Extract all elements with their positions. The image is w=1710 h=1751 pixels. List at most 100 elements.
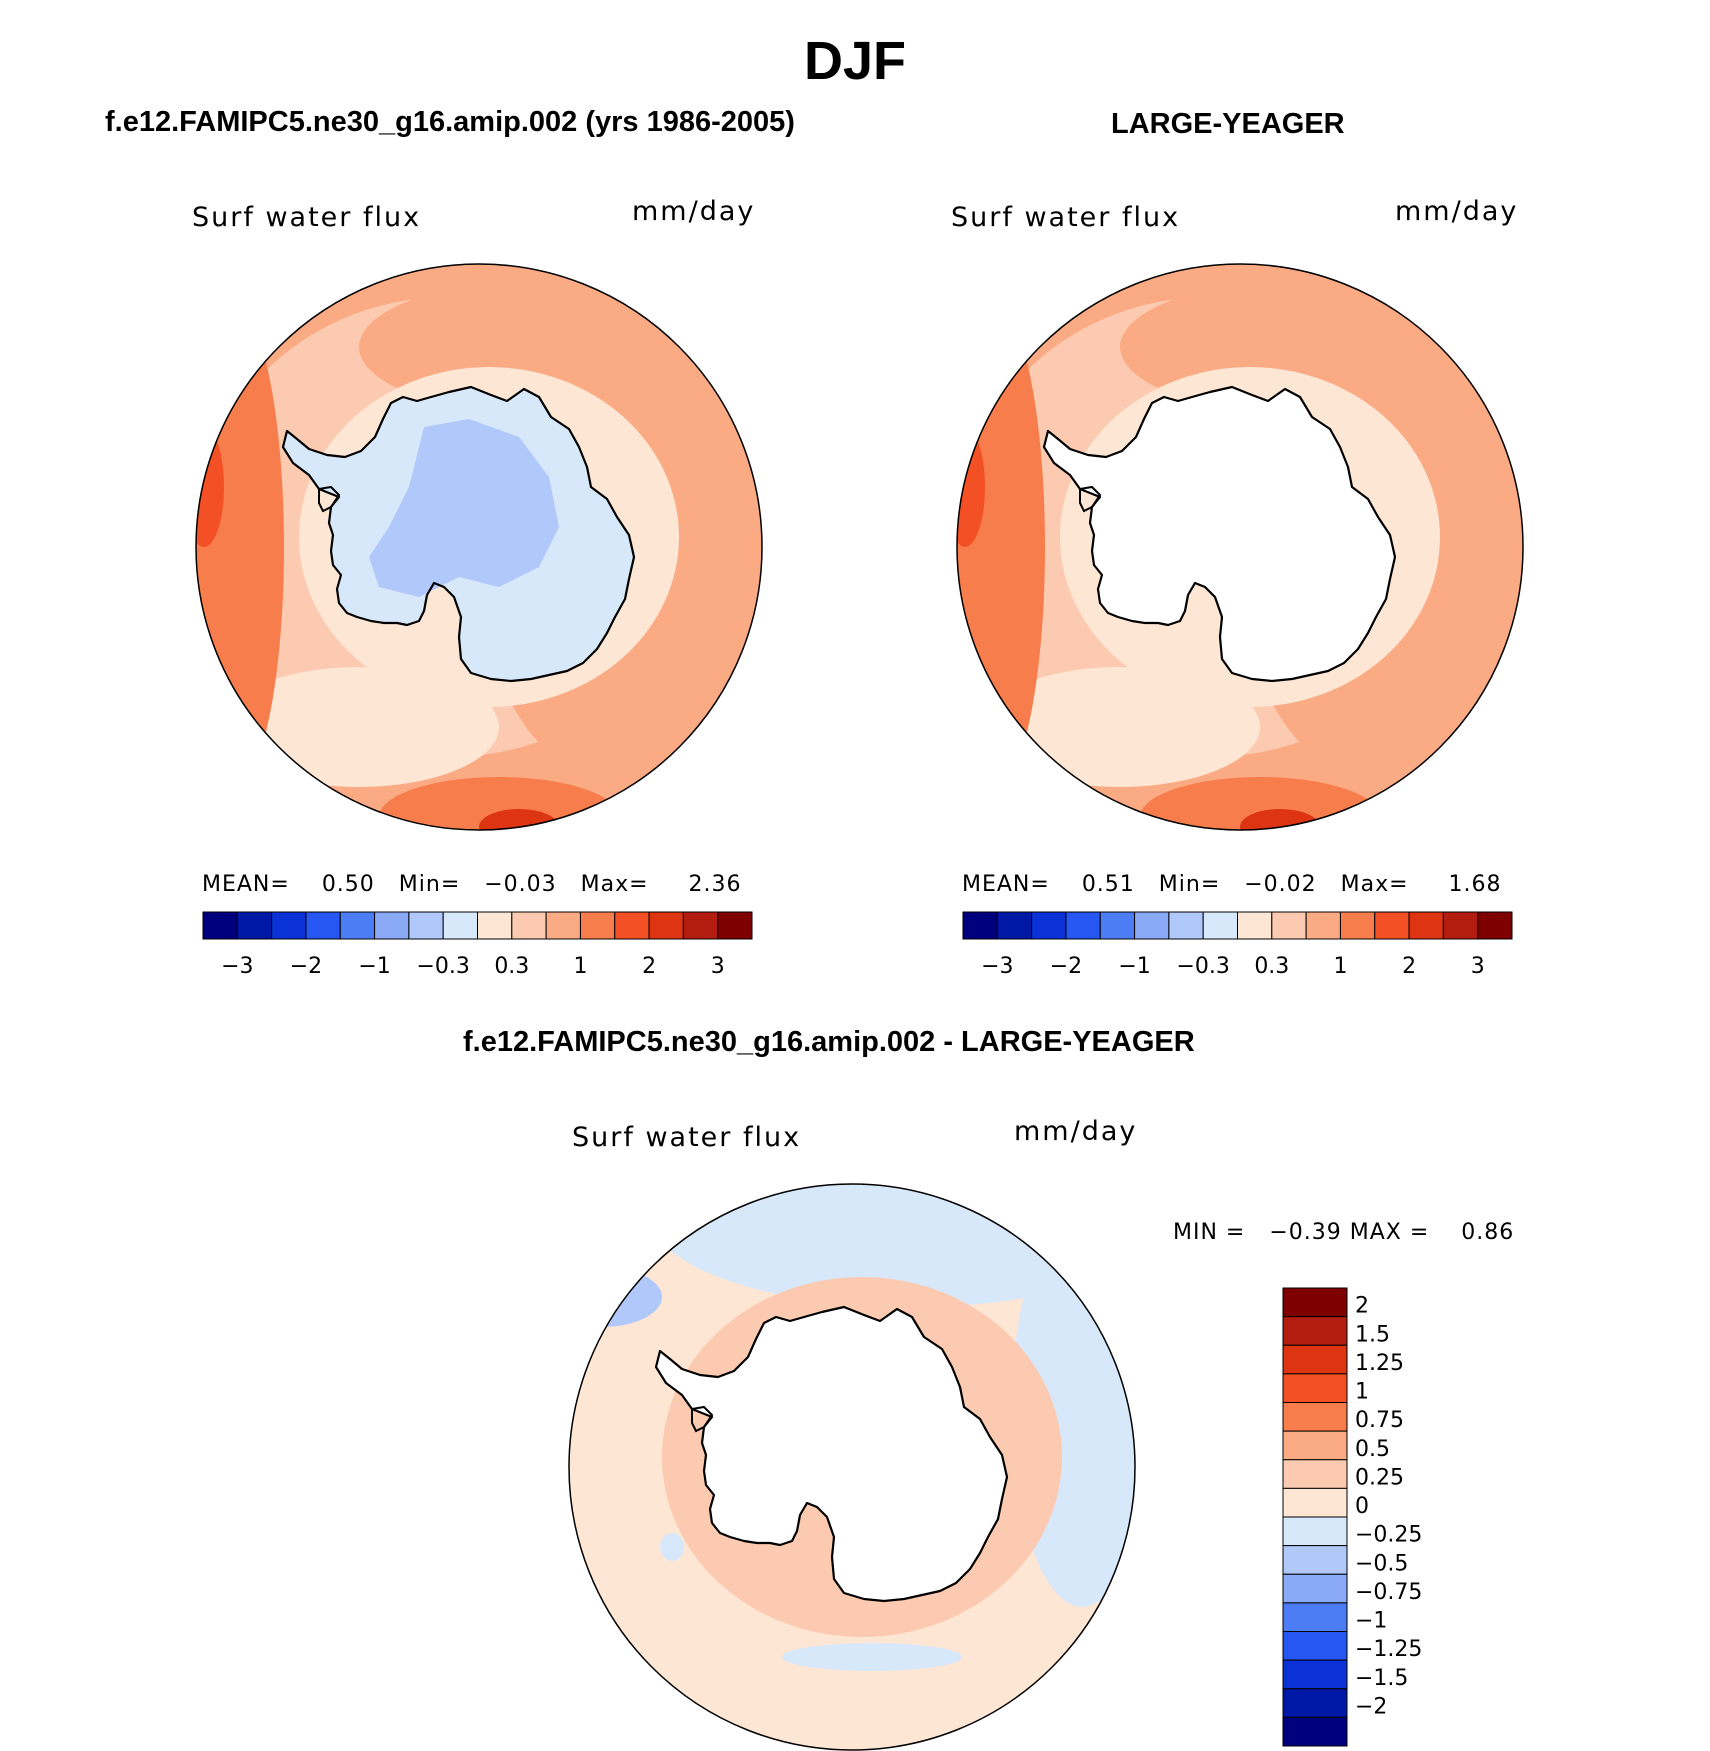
panel-2-colorbar-box [1271,911,1307,940]
panel-3-colorbar-tick: 0.5 [1355,1437,1390,1462]
panel-3-colorbar-box [1282,1716,1348,1747]
panel-3-colorbar-tick: 0.25 [1355,1465,1404,1490]
panel-2-min-value: −0.02 [1244,872,1317,897]
panel-1-colorbar-box [408,911,444,940]
panel-2-colorbar-tick: −0.3 [1176,954,1229,979]
panel-3-colorbar-tick: −1 [1355,1609,1387,1634]
panel-2-colorbar-tick: −1 [1118,954,1150,979]
panel-2-colorbar-tick: 0.3 [1254,954,1289,979]
panel-3-colorbar-tick: −0.5 [1355,1551,1408,1576]
panel-2-mean-value: 0.51 [1081,872,1135,897]
panel-2-colorbar-tick: −2 [1050,954,1082,979]
panel-3-colorbar-tick: 1.5 [1355,1322,1390,1347]
panel-1-max-value: 2.36 [688,872,742,897]
panel-1-map [195,263,763,831]
panel-3-colorbar-tick: −0.75 [1355,1580,1422,1605]
panel-1-colorbar-tick: 1 [573,954,587,979]
panel-2-colorbar-box [1408,911,1444,940]
panel-2-colorbar-box [1442,911,1479,940]
panel-2-colorbar-box [1374,911,1410,940]
panel-3-min-label: MIN = [1173,1220,1246,1245]
panel-2-colorbar-tick: 3 [1471,954,1485,979]
panel-3-units: mm/day [1014,1116,1138,1147]
panel-3-colorbar-box [1282,1659,1348,1690]
panel-3-colorbar-tick: 0.75 [1355,1408,1404,1433]
panel-1-min-value: −0.03 [484,872,557,897]
panel-2-field [957,264,1523,830]
panel-1-colorbar-box [442,911,478,940]
panel-2-max-label: Max= [1340,872,1409,897]
panel-3-colorbar-tick: 2 [1355,1294,1369,1319]
panel-3-map-border [568,1183,1136,1751]
panel-3-colorbar-tick: −1.5 [1355,1666,1408,1691]
panel-1-colorbar: −3 −2 −1 −0.3 0.3 1 2 3 [202,911,753,979]
panel-3-title: f.e12.FAMIPC5.ne30_g16.amip.002 - LARGE-… [463,1026,1195,1058]
panel-3-map [568,1183,1136,1751]
panel-3-max-value: 0.86 [1461,1220,1515,1245]
panel-1-map-border [195,263,763,831]
panel-3-colorbar-box [1282,1287,1348,1318]
panel-1-colorbar-tick: 0.3 [494,954,529,979]
panel-1-colorbar-box [682,911,719,940]
panel-3-colorbar-tick: −1.25 [1355,1637,1422,1662]
panel-2-colorbar-box [1031,911,1067,940]
panel-2-units: mm/day [1395,196,1519,227]
panel-2-map [956,263,1524,831]
panel-1-mean-value: 0.50 [321,872,375,897]
panel-3-colorbar-tick: −0.25 [1355,1523,1422,1548]
panel-2-min-label: Min= [1158,872,1221,897]
panel-2-colorbar-tick: −3 [981,954,1013,979]
panel-1-colorbar-box [202,911,238,940]
panel-2-colorbar-box [1237,911,1273,940]
panel-3-colorbar-box [1282,1373,1348,1403]
panel-1-colorbar-box [374,911,410,940]
panel-1-stats: MEAN= 0.50 Min= −0.03 Max= 2.36 [202,872,742,897]
panel-1-colorbar-tick: −1 [358,954,390,979]
panel-1-colorbar-box [717,911,753,940]
panel-1-units: mm/day [632,196,756,227]
panel-2-colorbar-tick: 2 [1402,954,1416,979]
panel-3-colorbar-box [1282,1631,1348,1661]
panel-2-colorbar-box [1477,911,1513,940]
panel-1-min-label: Min= [398,872,461,897]
panel-1-colorbar-box [648,911,684,940]
panel-3-variable: Surf water flux [572,1122,802,1153]
panel-2-title: LARGE-YEAGER [1111,108,1345,140]
panel-2-colorbar-box [996,911,1033,940]
panel-1-colorbar-box [477,911,513,940]
panel-2-colorbar-box [1202,911,1238,940]
panel-3-colorbar-tick: 1.25 [1355,1351,1404,1376]
panel-3-colorbar-box [1282,1545,1348,1575]
panel-2-colorbar-box [1134,911,1170,940]
panel-3-colorbar: 2 1.5 1.25 1 0.75 0.5 0.25 0 −0.25 −0.5 −0.75 −1 −1.… [1282,1287,1422,1747]
panel-1-colorbar-tick: −2 [290,954,322,979]
panel-1-mean-label: MEAN= [202,872,290,897]
panel-1-field [196,264,762,830]
panel-3-colorbar-box [1282,1344,1348,1375]
panel-2-mean-label: MEAN= [962,872,1050,897]
panel-1-colorbar-box [339,911,376,940]
panel-3-colorbar-box [1282,1459,1348,1489]
panel-3-colorbar-box [1282,1430,1348,1461]
panel-2-colorbar-box [1305,911,1341,940]
panel-3-colorbar-box [1282,1516,1348,1547]
panel-1-colorbar-box [579,911,616,940]
panel-3-colorbar-box [1282,1316,1348,1346]
panel-1-colorbar-box [614,911,650,940]
panel-3-field [569,1184,1135,1750]
panel-1-colorbar-tick: −0.3 [416,954,469,979]
panel-1-max-label: Max= [580,872,649,897]
panel-3-colorbar-box [1282,1688,1348,1718]
panel-1-variable: Surf water flux [192,202,422,233]
panel-3-colorbar-box [1282,1573,1348,1604]
panel-2-colorbar-box [1065,911,1101,940]
panel-2-colorbar-box [962,911,998,940]
panel-1-colorbar-box [271,911,307,940]
panel-1-colorbar-box [236,911,273,940]
panel-2-variable: Surf water flux [951,202,1181,233]
panel-1-title: f.e12.FAMIPC5.ne30_g16.amip.002 (yrs 198… [105,106,795,138]
panel-3-min-value: −0.39 [1269,1220,1342,1245]
panel-3-colorbar-box [1282,1402,1348,1432]
panel-3-colorbar-tick: 0 [1355,1494,1369,1519]
panel-1-colorbar-box [305,911,341,940]
